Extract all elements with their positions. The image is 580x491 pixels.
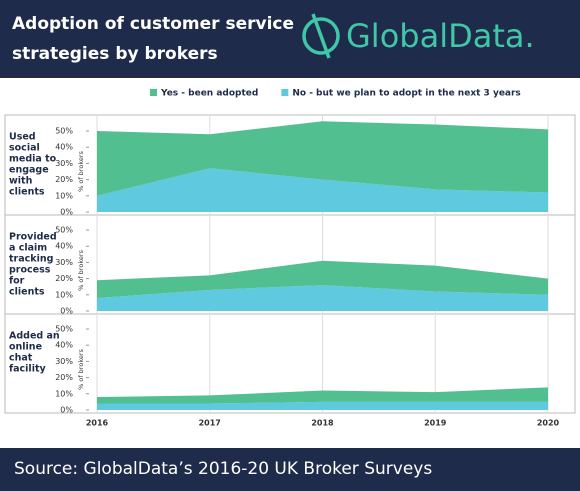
- title: strategies by brokers: [12, 44, 218, 64]
- panel-label: clients: [9, 287, 45, 298]
- y-tick-label: 0%: [60, 307, 73, 316]
- legend-swatch: [281, 89, 289, 96]
- y-axis-label: % of brokers: [77, 150, 85, 191]
- panel-label: Added an: [9, 331, 60, 342]
- y-tick-label: 30%: [55, 258, 73, 267]
- area: [97, 260, 548, 299]
- y-tick-label: 50%: [55, 226, 73, 235]
- y-tick-label: 30%: [55, 159, 73, 168]
- y-tick-label: 20%: [55, 274, 73, 283]
- panel-label: process: [9, 265, 51, 276]
- panel-label: social: [9, 143, 40, 154]
- panel-label: a claim: [9, 243, 47, 254]
- y-axis-label: % of brokers: [77, 249, 85, 290]
- panel-frame: [4, 114, 576, 414]
- x-tick-label: 2018: [311, 419, 334, 428]
- y-tick-label: 10%: [55, 290, 73, 299]
- x-tick-label: 2019: [424, 419, 447, 428]
- area: [97, 387, 548, 404]
- y-axis-label: % of brokers: [77, 348, 85, 389]
- y-tick-label: 40%: [55, 143, 73, 152]
- header-band: [0, 0, 580, 78]
- legend-label: No - but we plan to adopt in the next 3 …: [292, 89, 520, 99]
- y-tick-label: 40%: [55, 242, 73, 251]
- y-tick-label: 20%: [55, 175, 73, 184]
- panel-label: engage: [9, 165, 49, 176]
- y-tick-label: 50%: [55, 127, 73, 136]
- panel-label: for: [9, 276, 25, 287]
- panel-label: chat: [9, 353, 33, 364]
- source: Source: GlobalData’s 2016-20 UK Broker S…: [14, 459, 432, 479]
- panel-label: online: [9, 342, 42, 353]
- legend-label: Yes - been adopted: [160, 89, 258, 99]
- y-tick-label: 0%: [60, 208, 73, 217]
- y-tick-label: 50%: [55, 325, 73, 334]
- panel-label: with: [9, 176, 33, 187]
- x-tick-label: 2020: [537, 419, 560, 428]
- y-tick-label: 40%: [55, 341, 73, 350]
- y-tick-label: 30%: [55, 357, 73, 366]
- panel-label: tracking: [9, 254, 53, 265]
- panel-label: facility: [9, 364, 46, 375]
- y-tick-label: 10%: [55, 191, 73, 200]
- logo-icon: [302, 13, 340, 59]
- area: [97, 401, 548, 410]
- x-tick-label: 2017: [199, 419, 221, 428]
- footer-band: [0, 448, 580, 491]
- y-tick-label: 10%: [55, 389, 73, 398]
- y-tick-label: 0%: [60, 406, 73, 415]
- panel-label: Used: [9, 132, 36, 143]
- area: [97, 121, 548, 196]
- title: Adoption of customer service: [12, 14, 294, 34]
- panel-label: media to: [9, 154, 57, 165]
- logo: GlobalData.: [346, 17, 535, 55]
- panel-label: clients: [9, 187, 45, 198]
- panel-label: Provided: [9, 232, 57, 243]
- y-tick-label: 20%: [55, 373, 73, 382]
- legend-swatch: [150, 89, 157, 96]
- area: [97, 168, 548, 212]
- x-tick-label: 2016: [86, 419, 109, 428]
